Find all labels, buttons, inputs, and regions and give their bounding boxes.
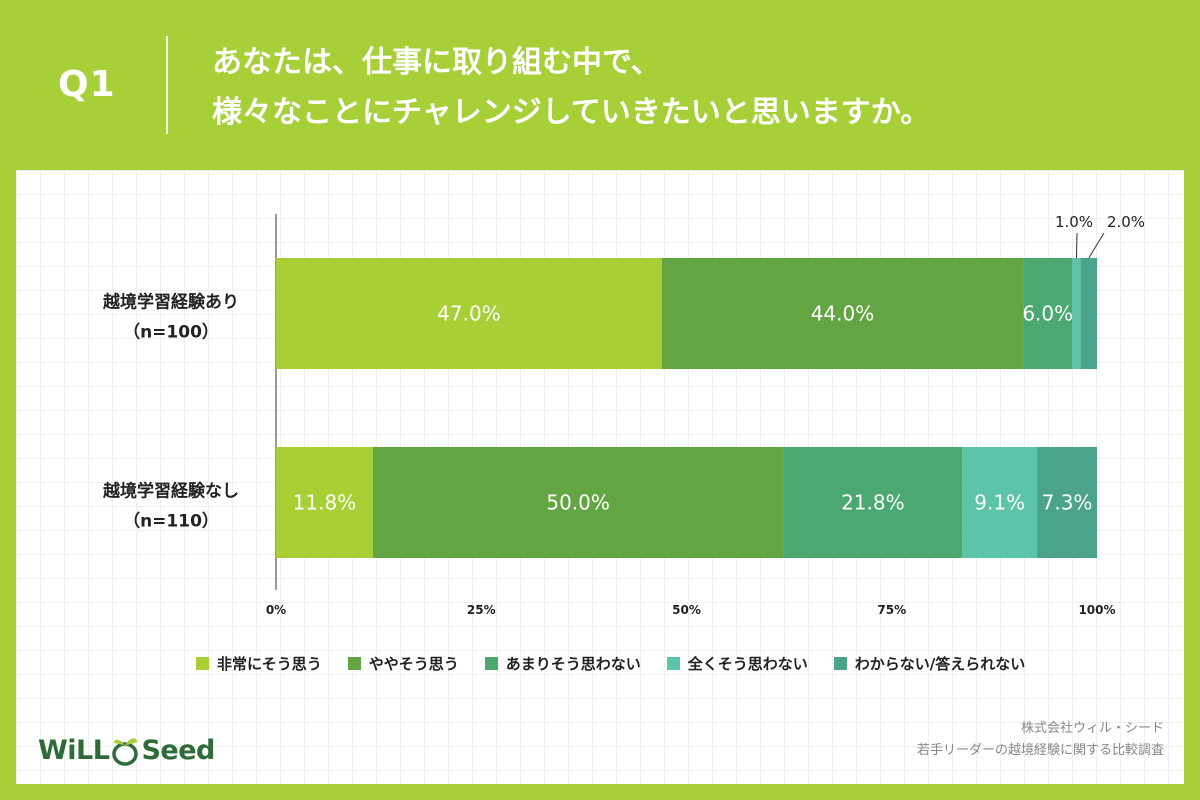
legend-item: ややそう思う — [347, 653, 459, 674]
x-tick-label: 50% — [672, 603, 701, 617]
source-survey: 若手リーダーの越境経験に関する比較調査 — [916, 743, 1164, 758]
legend-item: 全くそう思わない — [666, 653, 808, 674]
callout-label: 1.0% — [1055, 213, 1093, 231]
source-company: 株式会社ウィル・シード — [1020, 721, 1164, 736]
data-label: 47.0% — [437, 302, 501, 326]
source-note: 株式会社ウィル・シード 若手リーダーの越境経験に関する比較調査 — [917, 718, 1164, 762]
sprout-icon — [112, 738, 139, 766]
stacked-bar-chart: 越境学習経験あり （n=100） 越境学習経験なし （n=110） 47.0% 44.0%… — [102, 213, 1145, 617]
header-divider — [166, 36, 168, 134]
question-number: Q1 — [58, 64, 116, 105]
data-label: 7.3% — [1042, 491, 1093, 515]
category-sample-size: （n=100） — [123, 322, 219, 343]
willseed-logo: WiLL Seed — [38, 732, 215, 768]
bar-segment — [1072, 258, 1081, 369]
callout-leader-line — [1088, 232, 1105, 259]
legend-swatch — [484, 656, 498, 670]
data-label: 6.0% — [1022, 302, 1073, 326]
legend-item: 非常にそう思う — [196, 653, 322, 674]
chart-panel: 越境学習経験あり （n=100） 越境学習経験なし （n=110） 47.0% 44.0%… — [16, 170, 1184, 784]
x-tick-label: 100% — [1078, 603, 1115, 617]
legend-label: わからない/答えられない — [854, 654, 1026, 673]
x-tick-label: 0% — [266, 603, 286, 617]
question-line-2: 様々なことにチャレンジしていきたいと思いますか。 — [212, 95, 931, 130]
legend-swatch — [666, 656, 680, 670]
bar-segment — [1037, 447, 1097, 558]
legend-label: あまりそう思わない — [505, 654, 641, 673]
data-label: 9.1% — [974, 491, 1025, 515]
legend-swatch — [833, 656, 847, 670]
category-label: 越境学習経験なし — [102, 481, 239, 502]
bar-segment — [1080, 258, 1097, 369]
category-sample-size: （n=110） — [123, 511, 219, 532]
bar-segment — [962, 447, 1038, 558]
legend-swatch — [196, 656, 209, 670]
header: Q1 あなたは、仕事に取り組む中で、 様々なことにチャレンジしていきたいと思いま… — [0, 0, 1200, 170]
data-label: 50.0% — [546, 491, 610, 515]
data-label: 21.8% — [841, 491, 905, 515]
data-label: 44.0% — [811, 302, 875, 326]
callout-label: 2.0% — [1107, 213, 1145, 231]
logo-text-will: WiLL — [38, 734, 110, 766]
question-line-1: あなたは、仕事に取り組む中で、 — [212, 45, 661, 80]
legend-item: あまりそう思わない — [484, 653, 641, 674]
bar-segment — [783, 447, 963, 558]
bar-segment — [372, 447, 784, 558]
bar-segment — [661, 258, 1024, 369]
question-text: あなたは、仕事に取り組む中で、 様々なことにチャレンジしていきたいと思いますか。 — [212, 38, 1172, 138]
legend-label: ややそう思う — [368, 654, 459, 673]
bar-segment — [276, 447, 373, 558]
legend-label: 全くそう思わない — [687, 654, 808, 673]
category-label: 越境学習経験あり — [102, 292, 239, 313]
bar-segment — [1023, 258, 1073, 369]
legend-label: 非常にそう思う — [217, 654, 322, 673]
legend-item: わからない/答えられない — [833, 653, 1026, 674]
logo-text-seed: Seed — [141, 734, 215, 766]
x-tick-label: 75% — [877, 603, 906, 617]
bar-segment — [276, 258, 662, 369]
legend-swatch — [347, 656, 361, 670]
data-label: 11.8% — [293, 491, 357, 515]
callout-leader-line — [1075, 232, 1078, 259]
chart-legend: 非常にそう思う ややそう思う あまりそう思わない 全くそう思わない わからない/答えられ… — [196, 652, 1156, 674]
x-tick-label: 25% — [467, 603, 496, 617]
